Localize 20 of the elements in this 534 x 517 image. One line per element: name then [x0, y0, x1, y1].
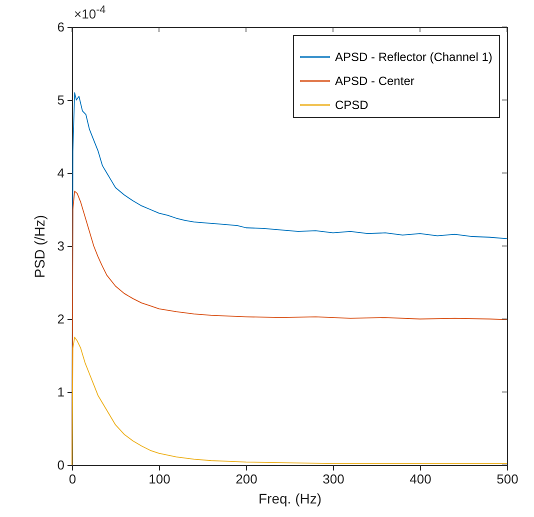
y-tick-label: 2 [57, 312, 64, 326]
legend-label: CPSD [335, 98, 369, 112]
legend-label: APSD - Reflector (Channel 1) [335, 50, 492, 64]
line-series [72, 336, 508, 466]
y-tick-label: 5 [57, 92, 64, 108]
x-tick-label: 100 [148, 472, 170, 486]
text: ×10$^{-4}$ [74, 4, 106, 22]
x-tick-label: 400 [410, 472, 432, 486]
y-tick-label: 0 [57, 458, 64, 472]
y-tick-label: 6 [57, 20, 64, 34]
x-tick-label: 500 [496, 472, 518, 486]
x-axis-title: Freq. (Hz) [258, 490, 322, 506]
y-tick-label: 1 [57, 384, 64, 400]
x-tick-label: 200 [236, 472, 258, 486]
y-tick-label: 3 [57, 238, 64, 254]
y-tick-label: 4 [57, 166, 64, 180]
y-axis-title: PSD (/Hz) [31, 215, 48, 278]
legend-label: APSD - Center [335, 74, 414, 88]
x-tick-label: 0 [68, 472, 76, 486]
x-tick-label: 300 [322, 472, 344, 486]
